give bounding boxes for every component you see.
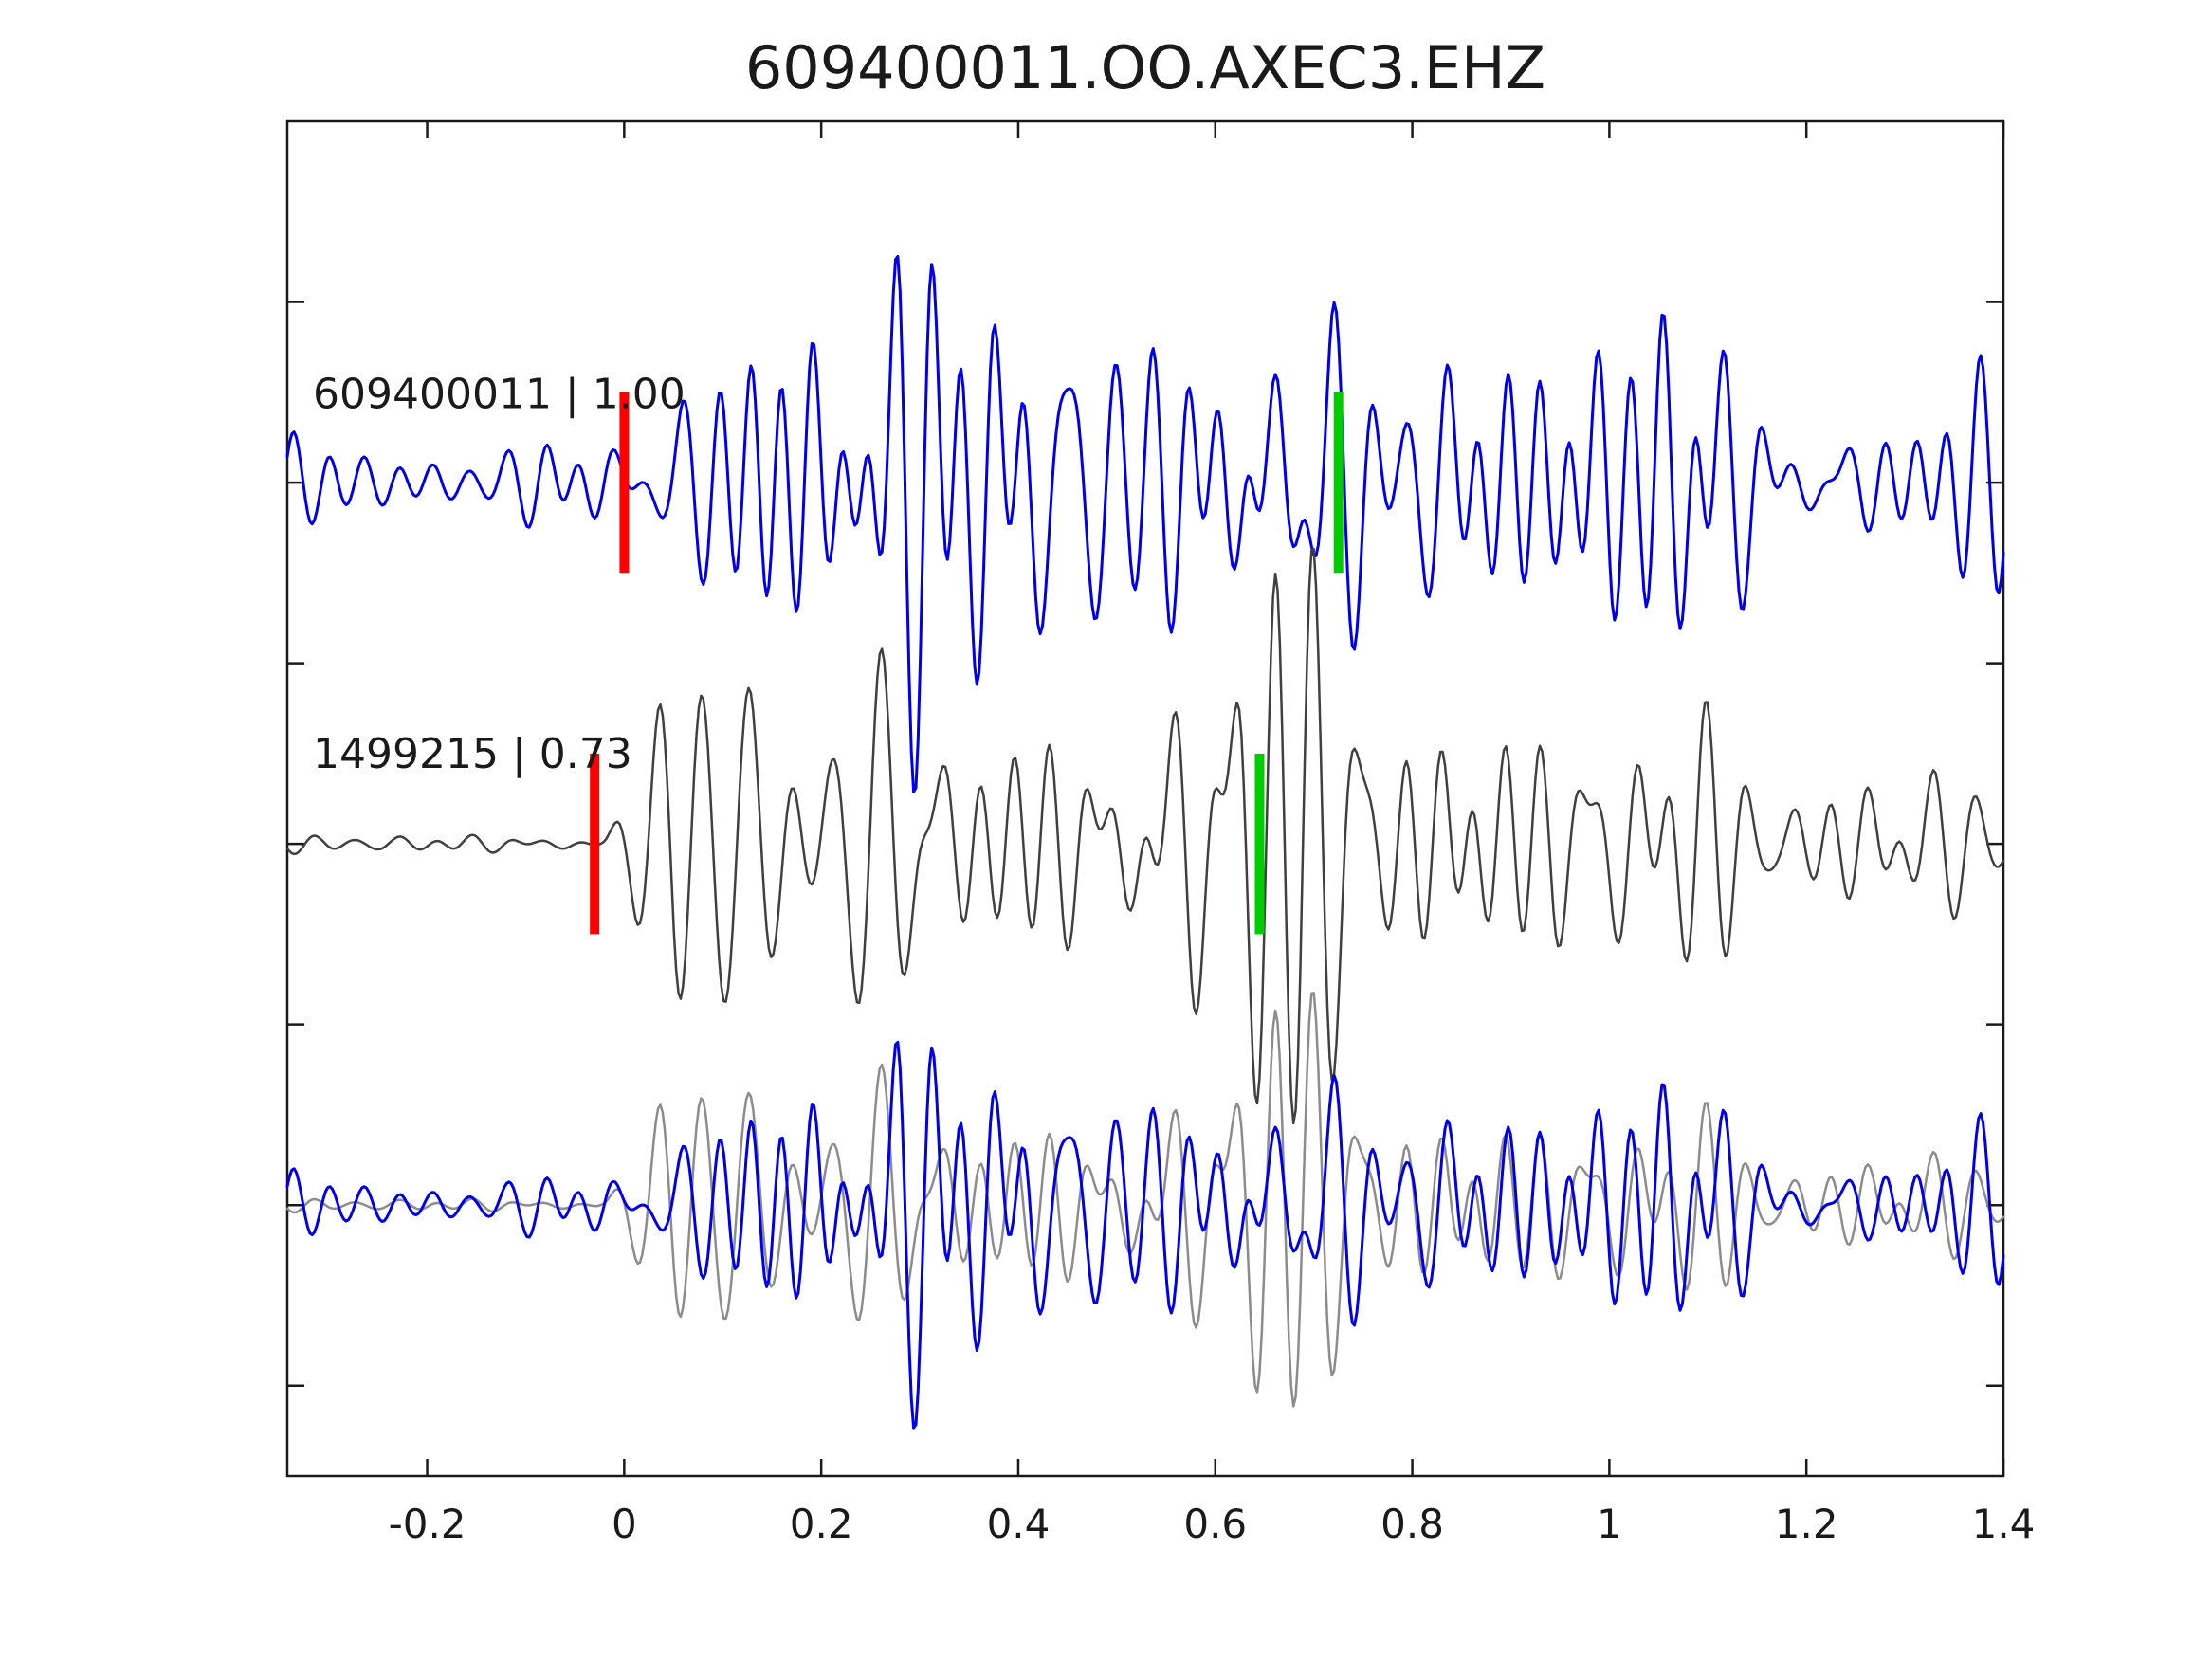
pick-markers xyxy=(590,392,1344,935)
x-tick-label: 0.4 xyxy=(987,1501,1051,1547)
x-tick-label: 1.2 xyxy=(1775,1501,1838,1547)
plot-title: 609400011.OO.AXEC3.EHZ xyxy=(745,33,1545,102)
x-tick-label: 0 xyxy=(612,1501,637,1547)
detection-trace xyxy=(285,548,2005,1125)
x-tick-label: 1.4 xyxy=(1972,1501,2036,1547)
trace-lines xyxy=(285,254,2005,1430)
x-tick-label: 0.2 xyxy=(790,1501,853,1547)
plot-frame xyxy=(285,119,2005,1478)
x-tick-label: 0.6 xyxy=(1183,1501,1247,1547)
green-pick-marker xyxy=(1333,392,1344,574)
template-trace xyxy=(285,254,2005,793)
overlay-detection-trace xyxy=(285,992,2005,1408)
red-pick-marker xyxy=(590,753,600,935)
detection-trace-label: 1499215 | 0.73 xyxy=(313,730,632,778)
template-trace-label: 609400011 | 1.00 xyxy=(313,371,686,419)
x-tick-labels: -0.2 0 0.2 0.4 0.6 0.8 1 1.2 1.4 xyxy=(389,1501,2036,1547)
green-pick-marker xyxy=(1254,753,1265,935)
x-tick-label: 0.8 xyxy=(1380,1501,1444,1547)
x-tick-label: 1 xyxy=(1597,1501,1622,1547)
overlay-template-trace xyxy=(285,1040,2005,1430)
red-pick-marker xyxy=(619,392,630,574)
axis-ticks xyxy=(287,121,2005,1476)
x-tick-label: -0.2 xyxy=(389,1501,466,1547)
